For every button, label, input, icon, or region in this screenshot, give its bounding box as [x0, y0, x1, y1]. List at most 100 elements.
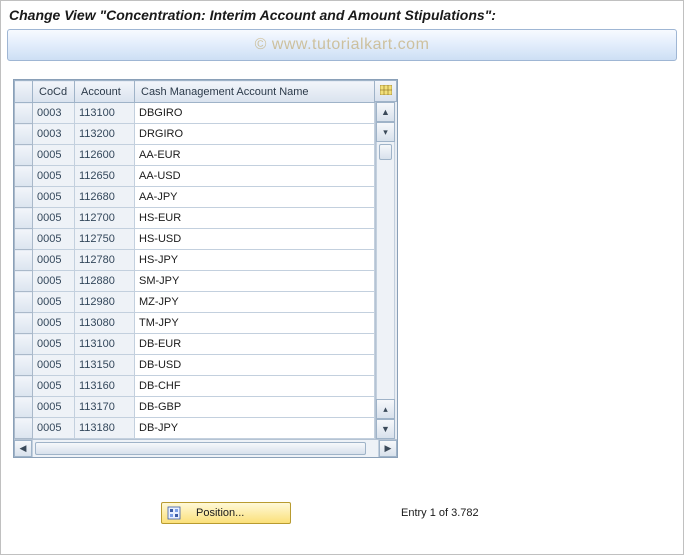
row-selector[interactable] [15, 103, 33, 124]
watermark-text: © www.tutorialkart.com [255, 36, 430, 54]
table-row[interactable]: 0005113150DB-USD [15, 355, 375, 376]
row-selector[interactable] [15, 397, 33, 418]
hscroll-track[interactable] [32, 440, 379, 457]
table-row[interactable]: 0003113200DRGIRO [15, 124, 375, 145]
scroll-thumb[interactable] [379, 144, 392, 160]
cell-cocd: 0005 [33, 397, 75, 418]
cell-name[interactable]: DB-USD [135, 355, 375, 376]
row-selector[interactable] [15, 250, 33, 271]
position-button[interactable]: Position... [161, 502, 291, 524]
row-selector[interactable] [15, 376, 33, 397]
col-header-name[interactable]: Cash Management Account Name [135, 81, 375, 103]
cell-name[interactable]: HS-EUR [135, 208, 375, 229]
footer: Position... Entry 1 of 3.782 [1, 502, 683, 524]
cell-account: 112980 [75, 292, 135, 313]
table-row[interactable]: 0005112880SM-JPY [15, 271, 375, 292]
cell-account: 112650 [75, 166, 135, 187]
cell-name[interactable]: AA-EUR [135, 145, 375, 166]
cell-account: 113100 [75, 334, 135, 355]
table-row[interactable]: 0005112700HS-EUR [15, 208, 375, 229]
horizontal-scrollbar[interactable]: ◀ ▶ [14, 439, 397, 457]
row-selector[interactable] [15, 418, 33, 439]
cell-name[interactable]: SM-JPY [135, 271, 375, 292]
hscroll-thumb[interactable] [35, 442, 366, 455]
cell-cocd: 0005 [33, 250, 75, 271]
cell-name[interactable]: DB-JPY [135, 418, 375, 439]
table-container: CoCd Account Cash Management Account Nam… [13, 79, 398, 458]
row-selector[interactable] [15, 334, 33, 355]
row-selector[interactable] [15, 187, 33, 208]
cell-name[interactable]: DBGIRO [135, 103, 375, 124]
table-row[interactable]: 0005112600AA-EUR [15, 145, 375, 166]
vertical-scrollbar[interactable]: ▲ ▾ ▴ ▼ [375, 102, 395, 439]
cell-account: 112880 [75, 271, 135, 292]
cell-cocd: 0003 [33, 103, 75, 124]
table-row[interactable]: 0005113100DB-EUR [15, 334, 375, 355]
position-icon [166, 505, 182, 521]
table-inner: CoCd Account Cash Management Account Nam… [14, 80, 397, 457]
scroll-up-button[interactable]: ▲ [376, 102, 395, 122]
table-config-button[interactable] [375, 80, 397, 102]
entry-counter: Entry 1 of 3.782 [401, 507, 479, 519]
cell-account: 112680 [75, 187, 135, 208]
table-row[interactable]: 0005113160DB-CHF [15, 376, 375, 397]
cell-cocd: 0005 [33, 208, 75, 229]
table-row[interactable]: 0003113100DBGIRO [15, 103, 375, 124]
table-config-icon [380, 85, 392, 98]
row-selector[interactable] [15, 313, 33, 334]
table-row[interactable]: 0005112780HS-JPY [15, 250, 375, 271]
position-button-label: Position... [196, 507, 244, 519]
col-header-cocd[interactable]: CoCd [33, 81, 75, 103]
cell-cocd: 0005 [33, 229, 75, 250]
cell-account: 113160 [75, 376, 135, 397]
data-table: CoCd Account Cash Management Account Nam… [14, 80, 375, 439]
table-row[interactable]: 0005113180DB-JPY [15, 418, 375, 439]
table-row[interactable]: 0005113080TM-JPY [15, 313, 375, 334]
cell-name[interactable]: HS-JPY [135, 250, 375, 271]
page-title: Change View "Concentration: Interim Acco… [1, 1, 683, 23]
cell-cocd: 0005 [33, 313, 75, 334]
row-selector[interactable] [15, 124, 33, 145]
scroll-track[interactable] [376, 142, 395, 399]
cell-cocd: 0005 [33, 355, 75, 376]
table-header-row: CoCd Account Cash Management Account Nam… [15, 81, 375, 103]
scroll-down-button[interactable]: ▼ [376, 419, 395, 439]
scroll-line-up-icon[interactable]: ▴ [376, 399, 395, 419]
table-row[interactable]: 0005112650AA-USD [15, 166, 375, 187]
cell-name[interactable]: HS-USD [135, 229, 375, 250]
table-row[interactable]: 0005112980MZ-JPY [15, 292, 375, 313]
col-header-account[interactable]: Account [75, 81, 135, 103]
cell-account: 113100 [75, 103, 135, 124]
scroll-line-down-icon[interactable]: ▾ [376, 122, 395, 142]
row-selector[interactable] [15, 355, 33, 376]
cell-cocd: 0005 [33, 166, 75, 187]
row-selector[interactable] [15, 145, 33, 166]
cell-name[interactable]: AA-USD [135, 166, 375, 187]
cell-name[interactable]: DB-EUR [135, 334, 375, 355]
scroll-left-button[interactable]: ◀ [14, 440, 32, 457]
table-row[interactable]: 0005112680AA-JPY [15, 187, 375, 208]
cell-account: 112750 [75, 229, 135, 250]
cell-account: 112700 [75, 208, 135, 229]
scroll-right-button[interactable]: ▶ [379, 440, 397, 457]
cell-name[interactable]: DB-CHF [135, 376, 375, 397]
row-selector[interactable] [15, 271, 33, 292]
cell-cocd: 0005 [33, 292, 75, 313]
cell-name[interactable]: MZ-JPY [135, 292, 375, 313]
cell-cocd: 0005 [33, 376, 75, 397]
row-selector[interactable] [15, 208, 33, 229]
cell-cocd: 0005 [33, 334, 75, 355]
row-selector[interactable] [15, 166, 33, 187]
row-selector[interactable] [15, 229, 33, 250]
cell-account: 113180 [75, 418, 135, 439]
cell-name[interactable]: DRGIRO [135, 124, 375, 145]
table-row[interactable]: 0005113170DB-GBP [15, 397, 375, 418]
row-selector[interactable] [15, 292, 33, 313]
table-row[interactable]: 0005112750HS-USD [15, 229, 375, 250]
cell-account: 112600 [75, 145, 135, 166]
cell-name[interactable]: TM-JPY [135, 313, 375, 334]
cell-name[interactable]: AA-JPY [135, 187, 375, 208]
cell-account: 113080 [75, 313, 135, 334]
cell-name[interactable]: DB-GBP [135, 397, 375, 418]
select-all-header[interactable] [15, 81, 33, 103]
